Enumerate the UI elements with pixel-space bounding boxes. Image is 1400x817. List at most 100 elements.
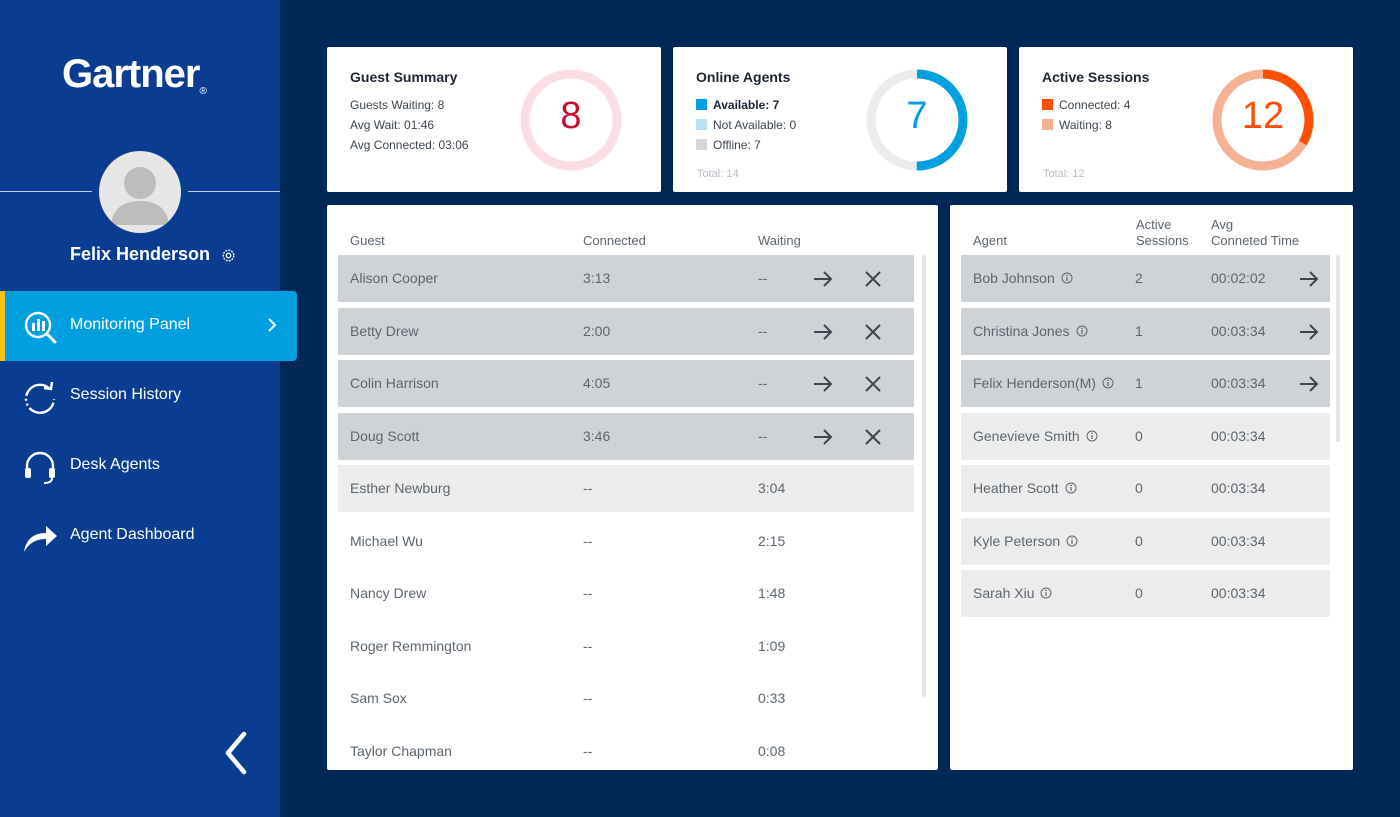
available-arc — [866, 69, 968, 171]
monitoring-chart-icon — [24, 311, 57, 344]
table-row[interactable]: Sarah Xiu 0 00:03:34 — [961, 570, 1330, 617]
waiting-time: -- — [758, 270, 768, 286]
arrow-right-icon[interactable] — [1297, 372, 1321, 396]
agent-name: Kyle Peterson — [973, 532, 1061, 549]
table-row[interactable]: Doug Scott 3:46 -- — [338, 412, 914, 460]
info-icon[interactable] — [1040, 586, 1052, 599]
agent-name-cell: Felix Henderson(M) — [973, 375, 1114, 391]
table-row[interactable]: Kyle Peterson 0 00:03:34 — [961, 517, 1330, 565]
close-icon[interactable] — [861, 320, 885, 344]
waiting-time: 1:09 — [758, 637, 786, 654]
nav-session-history[interactable]: Session History — [0, 361, 297, 431]
info-icon[interactable] — [1076, 324, 1088, 336]
nav-desk-agents[interactable]: Desk Agents — [0, 431, 297, 501]
avatar[interactable] — [99, 151, 181, 233]
active-sessions-count: 2 — [1135, 270, 1143, 286]
connected-time: -- — [583, 585, 593, 601]
table-row[interactable]: Sam Sox -- 0:33 — [338, 675, 914, 722]
waiting-time: 3:04 — [758, 480, 786, 496]
table-row[interactable]: Felix Henderson(M) 1 00:03:34 — [961, 360, 1330, 407]
table-row[interactable]: Alison Cooper 3:13 -- — [338, 255, 914, 302]
connected-time: -- — [583, 637, 593, 654]
connected-time: -- — [583, 690, 593, 706]
waiting-time: -- — [758, 375, 768, 391]
active-sessions-count: 0 — [1135, 427, 1143, 444]
table-row[interactable]: Betty Drew 2:00 -- — [338, 307, 914, 355]
scrollbar[interactable] — [1336, 255, 1340, 442]
legend-label: Connected: 4 — [1059, 98, 1131, 112]
card-title: Active Sessions — [1042, 69, 1150, 85]
waiting-time: 0:33 — [758, 690, 786, 706]
info-icon[interactable] — [1065, 481, 1077, 494]
arrow-right-icon[interactable] — [811, 372, 835, 396]
logo-text: Gartner — [62, 52, 200, 96]
online-agents-card: Online Agents Available: 7 Not Available… — [673, 47, 1007, 192]
avg-wait-stat: Avg Wait: 01:46 — [350, 118, 435, 132]
headset-icon — [25, 451, 55, 484]
arrow-right-icon[interactable] — [811, 425, 835, 449]
gear-icon[interactable] — [220, 247, 237, 264]
nav-monitoring-panel[interactable]: Monitoring Panel — [0, 291, 297, 361]
nav-label: Agent Dashboard — [70, 526, 195, 543]
active-sessions-count: 0 — [1135, 480, 1143, 496]
agent-name-cell: Sarah Xiu — [973, 585, 1052, 601]
nav-agent-dashboard[interactable]: Agent Dashboard — [0, 501, 297, 571]
connected-time: -- — [583, 742, 593, 759]
agent-name-cell: Heather Scott — [973, 480, 1077, 496]
table-row[interactable]: Bob Johnson 2 00:02:02 — [961, 255, 1330, 302]
history-refresh-icon — [24, 381, 56, 414]
ring-chart — [1212, 69, 1314, 171]
active-sessions-value: 12 — [1241, 95, 1285, 137]
table-row[interactable]: Christina Jones 1 00:03:34 — [961, 307, 1330, 355]
info-icon[interactable] — [1086, 429, 1098, 441]
connected-time: -- — [583, 532, 593, 549]
arrow-right-icon[interactable] — [1297, 320, 1321, 344]
arrow-right-icon[interactable] — [811, 320, 835, 344]
legend-waiting: Waiting: 8 — [1042, 118, 1112, 132]
profile-divider-left — [0, 191, 92, 192]
column-header-active-line2: Sessions — [1136, 233, 1189, 248]
guest-summary-ring: 8 — [518, 67, 624, 173]
legend-swatch — [696, 119, 707, 130]
table-row[interactable]: Michael Wu -- 2:15 — [338, 518, 914, 565]
table-row[interactable]: Esther Newburg -- 3:04 — [338, 465, 914, 512]
legend-label: Not Available: 0 — [713, 118, 797, 132]
online-agents-value: 7 — [906, 95, 928, 137]
info-icon[interactable] — [1102, 376, 1114, 389]
agent-name-cell: Genevieve Smith — [973, 428, 1098, 444]
agent-name-cell: Kyle Peterson — [973, 533, 1078, 549]
arrow-right-icon[interactable] — [1297, 267, 1321, 291]
table-row[interactable]: Heather Scott 0 00:03:34 — [961, 465, 1330, 512]
active-sessions-count: 0 — [1135, 532, 1143, 549]
guest-name: Michael Wu — [350, 532, 423, 549]
guest-summary-card: Guest Summary Guests Waiting: 8 Avg Wait… — [327, 47, 661, 192]
close-icon[interactable] — [861, 267, 885, 291]
profile-divider-right — [188, 191, 280, 192]
collapse-sidebar-chevron-icon[interactable] — [218, 728, 252, 778]
online-agents-ring: 7 — [864, 67, 970, 173]
avg-connected-time: 00:03:34 — [1211, 427, 1266, 444]
active-sessions-count: 1 — [1135, 375, 1143, 391]
guests-waiting-stat: Guests Waiting: 8 — [350, 98, 445, 112]
agent-name-cell: Christina Jones — [973, 323, 1088, 339]
info-icon[interactable] — [1061, 271, 1073, 284]
close-icon[interactable] — [861, 372, 885, 396]
info-icon[interactable] — [1066, 534, 1078, 546]
agent-name: Heather Scott — [973, 480, 1059, 496]
table-row[interactable]: Taylor Chapman -- 0:08 — [338, 728, 914, 771]
agent-name: Bob Johnson — [973, 270, 1055, 286]
card-title: Guest Summary — [350, 69, 458, 85]
scrollbar[interactable] — [922, 255, 926, 697]
legend-label: Available: 7 — [713, 98, 780, 112]
table-row[interactable]: Nancy Drew -- 1:48 — [338, 570, 914, 617]
guest-name: Nancy Drew — [350, 585, 427, 601]
table-row[interactable]: Genevieve Smith 0 00:03:34 — [961, 412, 1330, 460]
table-row[interactable]: Roger Remmington -- 1:09 — [338, 623, 914, 670]
active-sessions-ring: 12 — [1210, 67, 1316, 173]
arrow-right-icon[interactable] — [811, 267, 835, 291]
ring-chart — [520, 69, 622, 171]
close-icon[interactable] — [861, 425, 885, 449]
avg-connected-time: 00:03:34 — [1211, 532, 1266, 549]
table-row[interactable]: Colin Harrison 4:05 -- — [338, 360, 914, 407]
column-header-avg-line2: Conneted Time — [1211, 233, 1300, 248]
